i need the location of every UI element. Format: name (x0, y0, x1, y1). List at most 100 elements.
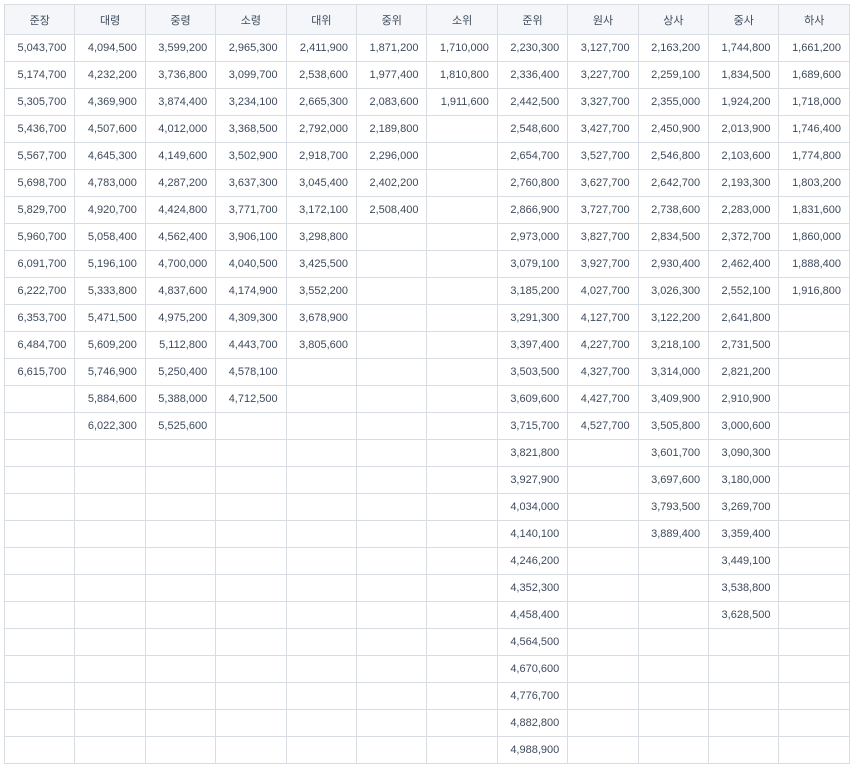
cell: 2,402,200 (357, 170, 427, 197)
cell (75, 548, 145, 575)
cell: 3,503,500 (497, 359, 567, 386)
cell: 3,771,700 (216, 197, 286, 224)
cell: 3,805,600 (286, 332, 356, 359)
col-header: 중위 (357, 5, 427, 35)
cell: 3,269,700 (709, 494, 779, 521)
cell: 2,641,800 (709, 305, 779, 332)
cell (5, 521, 75, 548)
cell (779, 602, 850, 629)
cell: 3,736,800 (145, 62, 215, 89)
cell: 2,866,900 (497, 197, 567, 224)
cell (357, 278, 427, 305)
cell: 1,661,200 (779, 35, 850, 62)
cell: 4,127,700 (568, 305, 638, 332)
cell (5, 629, 75, 656)
table-row: 4,882,800 (5, 710, 850, 737)
cell (427, 197, 497, 224)
cell: 2,654,700 (497, 143, 567, 170)
cell (145, 710, 215, 737)
cell (568, 440, 638, 467)
cell: 5,333,800 (75, 278, 145, 305)
cell (779, 521, 850, 548)
cell (145, 548, 215, 575)
cell (568, 656, 638, 683)
cell (5, 440, 75, 467)
cell (216, 413, 286, 440)
cell (638, 548, 708, 575)
cell: 1,977,400 (357, 62, 427, 89)
cell (286, 521, 356, 548)
cell (779, 575, 850, 602)
cell (5, 413, 75, 440)
cell (145, 521, 215, 548)
cell (286, 710, 356, 737)
table-row: 4,670,600 (5, 656, 850, 683)
cell (427, 359, 497, 386)
cell (779, 359, 850, 386)
cell (286, 683, 356, 710)
cell: 4,287,200 (145, 170, 215, 197)
cell: 3,628,500 (709, 602, 779, 629)
cell: 6,484,700 (5, 332, 75, 359)
cell (779, 548, 850, 575)
cell (216, 521, 286, 548)
cell (427, 575, 497, 602)
cell: 2,296,000 (357, 143, 427, 170)
cell: 3,218,100 (638, 332, 708, 359)
cell: 4,527,700 (568, 413, 638, 440)
cell: 3,552,200 (286, 278, 356, 305)
table-body: 5,043,7004,094,5003,599,2002,965,3002,41… (5, 35, 850, 764)
cell: 5,829,700 (5, 197, 75, 224)
cell (357, 656, 427, 683)
cell: 3,599,200 (145, 35, 215, 62)
cell: 3,906,100 (216, 224, 286, 251)
cell (779, 737, 850, 764)
cell: 4,227,700 (568, 332, 638, 359)
cell (427, 251, 497, 278)
cell (75, 656, 145, 683)
cell (5, 386, 75, 413)
cell: 5,471,500 (75, 305, 145, 332)
cell (286, 467, 356, 494)
cell: 4,975,200 (145, 305, 215, 332)
cell (638, 629, 708, 656)
cell: 3,090,300 (709, 440, 779, 467)
table-row: 6,353,7005,471,5004,975,2004,309,3003,67… (5, 305, 850, 332)
cell (357, 737, 427, 764)
cell: 2,973,000 (497, 224, 567, 251)
cell: 2,910,900 (709, 386, 779, 413)
cell: 2,918,700 (286, 143, 356, 170)
cell: 1,718,000 (779, 89, 850, 116)
cell: 3,502,900 (216, 143, 286, 170)
cell: 4,174,900 (216, 278, 286, 305)
cell: 4,578,100 (216, 359, 286, 386)
cell: 3,505,800 (638, 413, 708, 440)
cell: 2,538,600 (286, 62, 356, 89)
cell: 2,230,300 (497, 35, 567, 62)
cell (145, 440, 215, 467)
cell (145, 683, 215, 710)
cell: 4,645,300 (75, 143, 145, 170)
cell (709, 710, 779, 737)
cell (427, 548, 497, 575)
cell (427, 710, 497, 737)
cell: 1,916,800 (779, 278, 850, 305)
cell: 3,715,700 (497, 413, 567, 440)
cell: 4,564,500 (497, 629, 567, 656)
cell: 4,309,300 (216, 305, 286, 332)
cell (638, 737, 708, 764)
col-header: 준장 (5, 5, 75, 35)
cell (5, 467, 75, 494)
cell: 3,425,500 (286, 251, 356, 278)
cell: 2,548,600 (497, 116, 567, 143)
cell: 3,927,900 (497, 467, 567, 494)
cell (638, 656, 708, 683)
cell: 5,058,400 (75, 224, 145, 251)
cell (357, 602, 427, 629)
cell: 4,040,500 (216, 251, 286, 278)
cell (5, 656, 75, 683)
cell: 4,776,700 (497, 683, 567, 710)
cell: 1,834,500 (709, 62, 779, 89)
cell: 1,689,600 (779, 62, 850, 89)
cell (638, 683, 708, 710)
